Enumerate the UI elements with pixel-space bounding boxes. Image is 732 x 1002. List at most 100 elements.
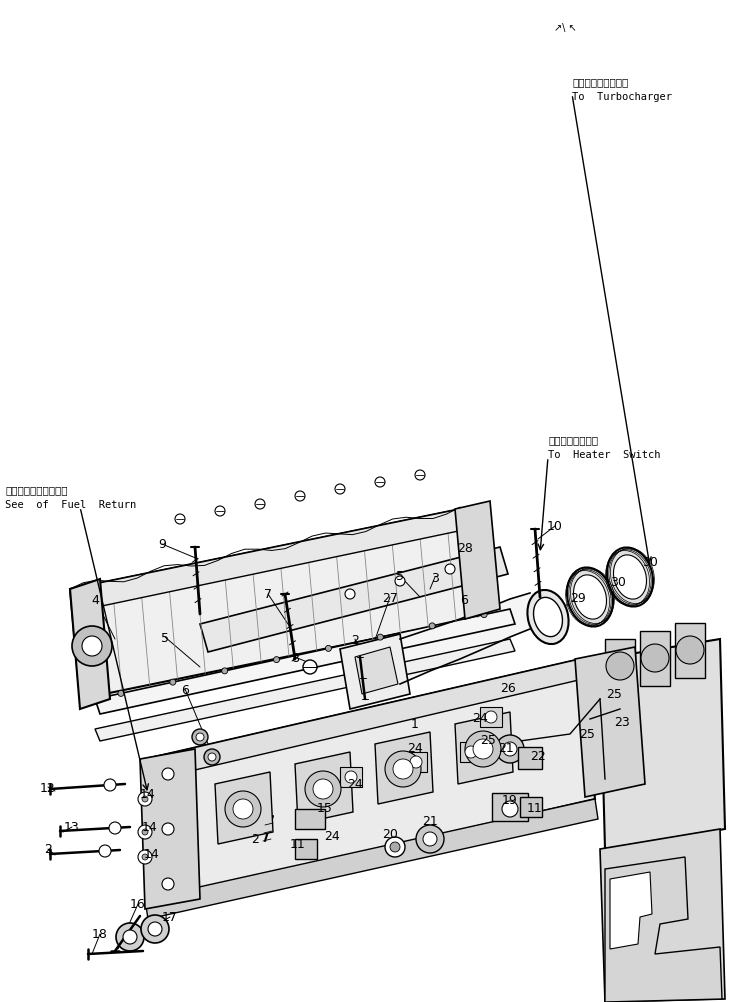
Circle shape	[345, 772, 357, 784]
Polygon shape	[355, 647, 398, 694]
Text: 24: 24	[472, 710, 488, 723]
Circle shape	[335, 485, 345, 495]
Circle shape	[606, 652, 634, 680]
Text: 13: 13	[64, 821, 80, 834]
Text: 5: 5	[161, 631, 169, 644]
Circle shape	[502, 802, 518, 818]
Circle shape	[99, 845, 111, 857]
Bar	[295, 839, 317, 859]
Polygon shape	[215, 773, 273, 844]
Circle shape	[196, 733, 204, 741]
Bar	[640, 631, 670, 686]
Circle shape	[148, 922, 162, 936]
Text: ヒータスイッチへ: ヒータスイッチへ	[548, 435, 598, 445]
Text: 1: 1	[411, 717, 419, 730]
Circle shape	[416, 826, 444, 853]
Bar	[480, 707, 502, 727]
Circle shape	[473, 739, 493, 760]
Polygon shape	[600, 830, 725, 1002]
Polygon shape	[140, 749, 200, 909]
Circle shape	[138, 850, 152, 864]
Circle shape	[385, 837, 405, 857]
Circle shape	[255, 500, 265, 509]
Polygon shape	[400, 593, 530, 684]
Polygon shape	[575, 647, 645, 798]
Text: 15: 15	[317, 801, 333, 814]
Text: 29: 29	[570, 591, 586, 604]
Polygon shape	[610, 872, 652, 949]
Circle shape	[485, 711, 497, 723]
Ellipse shape	[567, 568, 613, 627]
Circle shape	[222, 668, 228, 674]
Text: 4: 4	[91, 593, 99, 606]
Text: 11: 11	[290, 838, 306, 851]
Text: 11: 11	[527, 801, 543, 814]
Circle shape	[175, 514, 185, 524]
Polygon shape	[340, 634, 410, 709]
Circle shape	[313, 780, 333, 800]
Circle shape	[204, 749, 220, 766]
Bar	[518, 747, 542, 770]
Circle shape	[138, 793, 152, 807]
Ellipse shape	[534, 598, 562, 637]
Circle shape	[208, 754, 216, 762]
Circle shape	[192, 729, 208, 745]
Text: 26: 26	[500, 680, 516, 693]
Text: 20: 20	[382, 828, 398, 841]
Text: See  of  Fuel  Return: See of Fuel Return	[5, 500, 136, 509]
Ellipse shape	[613, 555, 646, 599]
Text: 19: 19	[502, 793, 518, 806]
Circle shape	[385, 752, 421, 788]
Circle shape	[142, 797, 148, 803]
Bar	[295, 810, 325, 830]
Polygon shape	[145, 659, 595, 899]
Text: 10: 10	[547, 520, 563, 533]
Circle shape	[463, 560, 471, 568]
Text: 21: 21	[422, 815, 438, 828]
Circle shape	[109, 823, 121, 835]
Polygon shape	[605, 857, 722, 1002]
Text: 6: 6	[460, 593, 468, 606]
Text: 8: 8	[291, 651, 299, 664]
Text: 17: 17	[162, 911, 178, 924]
Text: 25: 25	[579, 727, 595, 740]
Circle shape	[118, 690, 124, 696]
Text: 24: 24	[347, 778, 363, 791]
Bar	[340, 768, 362, 788]
Circle shape	[496, 735, 524, 764]
Polygon shape	[70, 579, 110, 709]
Ellipse shape	[573, 575, 607, 619]
Text: 14: 14	[140, 788, 156, 801]
Polygon shape	[200, 547, 508, 652]
Circle shape	[274, 657, 280, 663]
Text: 24: 24	[324, 830, 340, 843]
Text: To  Heater  Switch: To Heater Switch	[548, 450, 660, 460]
Circle shape	[233, 800, 253, 820]
Polygon shape	[145, 659, 583, 782]
Text: 25: 25	[606, 687, 622, 700]
Circle shape	[142, 830, 148, 835]
Text: 14: 14	[144, 848, 160, 861]
Text: 18: 18	[92, 928, 108, 941]
Circle shape	[377, 634, 384, 640]
Text: 21: 21	[498, 740, 514, 754]
Circle shape	[326, 645, 332, 651]
Text: 12: 12	[40, 781, 56, 794]
Text: フェエルリターン参照: フェエルリターン参照	[5, 485, 67, 495]
Circle shape	[295, 492, 305, 501]
Polygon shape	[455, 501, 500, 619]
Circle shape	[123, 930, 137, 944]
Bar	[405, 753, 427, 773]
Text: 7: 7	[264, 588, 272, 601]
Circle shape	[104, 780, 116, 792]
Circle shape	[465, 746, 477, 759]
Text: 25: 25	[480, 732, 496, 745]
Bar	[460, 742, 482, 763]
Text: 3: 3	[431, 571, 439, 584]
Text: 30: 30	[642, 555, 658, 568]
Circle shape	[415, 471, 425, 481]
Circle shape	[225, 792, 261, 828]
Circle shape	[142, 854, 148, 860]
Text: 23: 23	[614, 715, 630, 728]
Bar	[520, 798, 542, 818]
